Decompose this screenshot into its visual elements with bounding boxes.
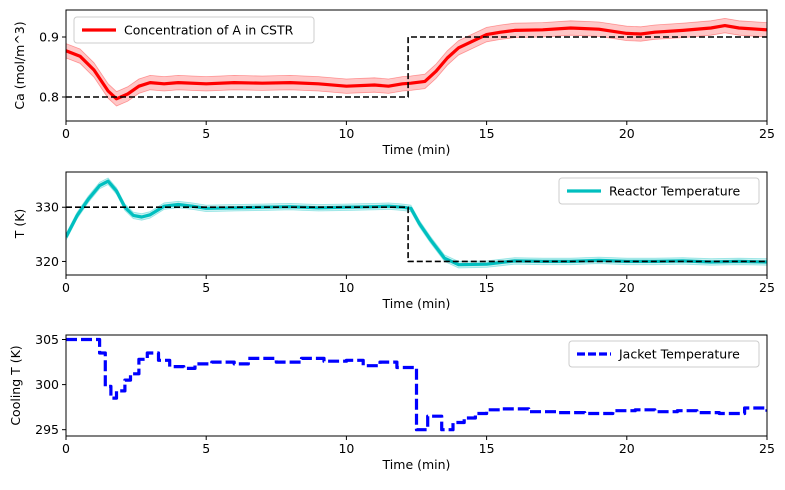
x-tick-label: 20: [619, 280, 635, 295]
plot-area: [66, 17, 767, 107]
series-1-line: [66, 206, 767, 263]
x-tick-label: 20: [619, 441, 635, 456]
axes-frame: [65, 9, 768, 122]
x-tick-label: 0: [62, 441, 70, 456]
x-axis-label: Time (min): [382, 457, 451, 472]
x-tick-label: 10: [338, 280, 354, 295]
x-tick-label: 0: [62, 280, 70, 295]
series-1-line: [66, 36, 767, 98]
series-0-line: [66, 337, 767, 432]
series-0-line: [66, 24, 767, 101]
x-tick-label: 25: [759, 280, 775, 295]
legend: Concentration of A in CSTR: [73, 16, 315, 44]
x-tick-label: 10: [338, 441, 354, 456]
x-tick-label: 15: [479, 126, 495, 141]
legend-box: [558, 177, 760, 205]
x-tick-label: 25: [759, 126, 775, 141]
legend-entry: Concentration of A in CSTR: [124, 23, 294, 38]
y-axis-label: T (K): [12, 209, 27, 240]
legend-entry: Jacket Temperature: [618, 347, 740, 362]
x-tick-label: 20: [619, 126, 635, 141]
y-tick-label: 320: [35, 254, 59, 269]
x-tick-label: 5: [202, 126, 210, 141]
y-tick-label: 305: [35, 332, 59, 347]
legend: Jacket Temperature: [568, 340, 760, 368]
y-tick-label: 330: [35, 200, 59, 215]
legend: Reactor Temperature: [558, 177, 760, 205]
x-tick-label: 25: [759, 441, 775, 456]
plot-area: [66, 177, 767, 269]
y-axis-label: Cooling T (K): [8, 345, 23, 425]
y-tick-label: 0.8: [39, 90, 59, 105]
x-axis-label: Time (min): [382, 142, 451, 157]
jacket-temperature-panel: 0 5 10 15 20 25 295 300 305 Time (min) Cooling T (…: [8, 332, 775, 472]
x-tick-label: 0: [62, 126, 70, 141]
x-tick-label: 5: [202, 280, 210, 295]
axes-frame: [65, 334, 768, 437]
y-tick-label: 300: [35, 377, 59, 392]
y-tick-label: 0.9: [39, 30, 59, 45]
x-tick-label: 5: [202, 441, 210, 456]
legend-entry: Reactor Temperature: [609, 184, 740, 199]
x-tick-label: 15: [479, 441, 495, 456]
x-tick-label: 15: [479, 280, 495, 295]
legend-box: [73, 16, 315, 44]
axes-frame: [65, 171, 768, 276]
x-tick-label: 10: [338, 126, 354, 141]
x-axis-label: Time (min): [382, 296, 451, 311]
concentration-panel: 0 5 10 15 20 25 0.8 0.9 Time (min) Ca (mol/m^3) Co…: [12, 9, 775, 157]
series-0-band: [66, 177, 767, 269]
legend-box: [568, 340, 760, 368]
y-axis-label: Ca (mol/m^3): [12, 21, 27, 109]
reactor-temperature-panel: 0 5 10 15 20 25 320 330 Time (min) T (K) Reactor T…: [12, 171, 775, 311]
plot-area: [66, 337, 767, 432]
y-tick-label: 295: [35, 422, 59, 437]
